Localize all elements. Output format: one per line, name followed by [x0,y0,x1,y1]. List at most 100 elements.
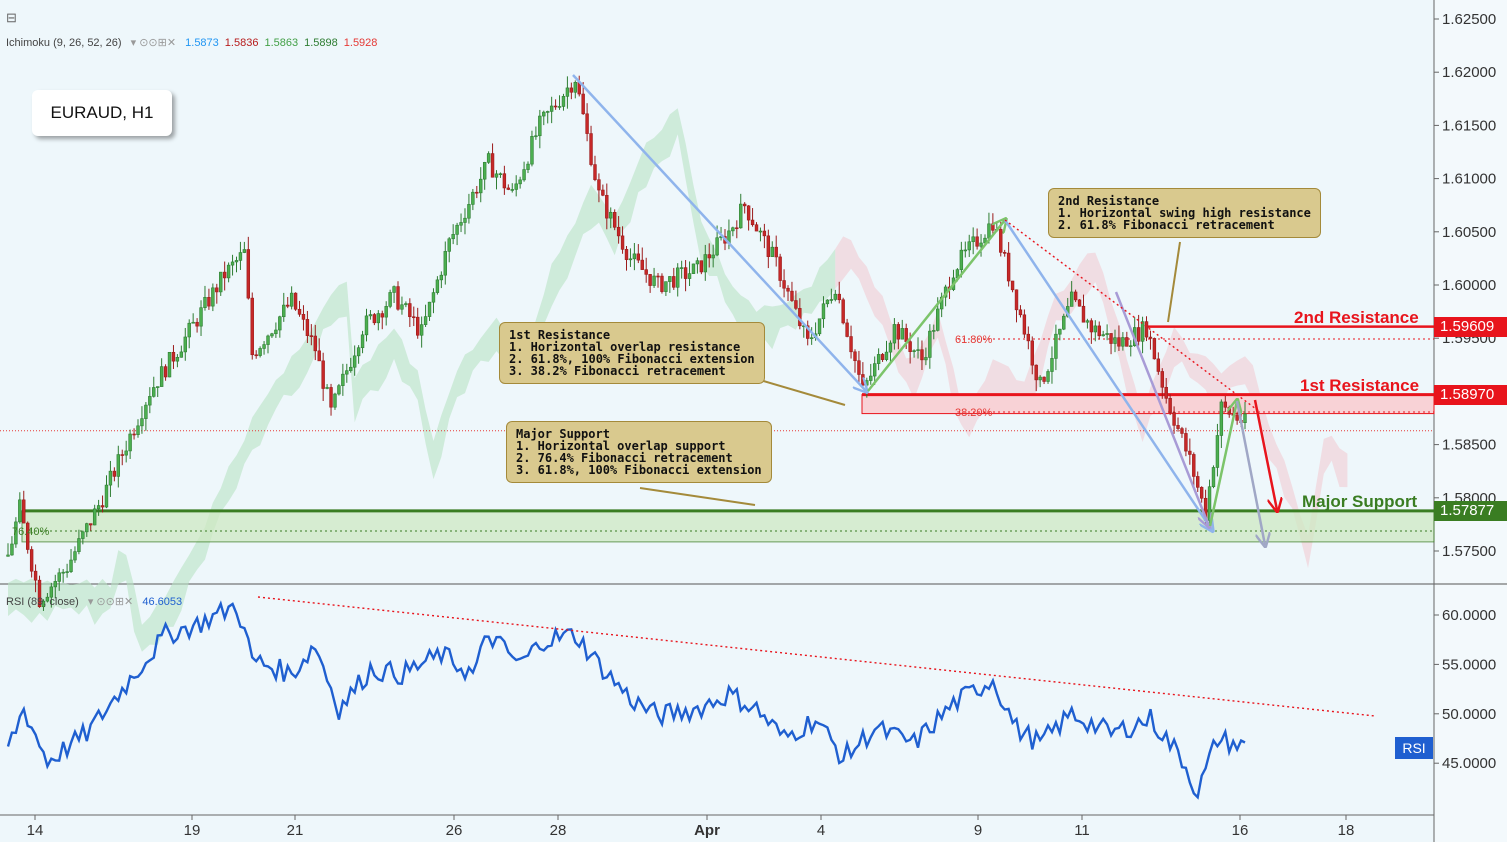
candle-body [707,254,711,259]
candle-body [408,303,412,318]
candle-body [593,164,597,180]
second-resistance-note: 2nd Resistance 1. Horizontal swing high … [1048,188,1321,238]
candle-body [538,115,542,137]
first-resistance-pointer [759,379,846,406]
candle-body [486,153,491,163]
candle-body [423,316,428,325]
candle-body [865,380,869,386]
candle-body [1050,358,1054,372]
candle-body [833,293,837,300]
candle-body [439,274,444,281]
candlestick-series[interactable] [6,75,1247,611]
support-zone [21,510,1435,543]
candle-body [195,321,199,327]
candle-body [928,330,932,358]
candle-body [467,204,471,219]
candle-body [309,335,314,337]
candle-body [152,387,156,397]
candle-body [1085,320,1090,323]
major-support-note: Major Support 1. Horizontal overlap supp… [506,421,772,483]
rsi-legend[interactable]: RSI (89, close) ▾ ⊙⊙⊞✕ 46.6053 [6,595,188,608]
candle-body [337,385,341,395]
candle-body [605,194,609,219]
candle-body [376,313,381,324]
candle-body [136,425,140,435]
candle-body [317,350,321,362]
rsi-tick-label: 50.0000 [1442,706,1496,723]
candle-body [794,300,798,309]
rsi-line[interactable] [6,596,1376,800]
candle-body [664,281,668,292]
candle-body [1160,371,1164,388]
candle-body [616,226,621,237]
candle-body [837,293,841,301]
ichimoku-legend[interactable]: Ichimoku (9, 26, 52, 26) ▾ ⊙⊙⊞✕ 1.5873 1.… [6,36,389,49]
ichimoku-value-2: 1.5863 [264,37,299,49]
candle-body [900,328,904,340]
candle-body [1034,364,1038,381]
candle-body [360,334,365,349]
rsi-trendline [257,596,1376,717]
candle-body [199,307,203,327]
candle-body [490,153,495,178]
candle-body [762,230,767,237]
rsi-tick-label: 55.0000 [1442,656,1496,673]
candle-body [896,324,901,340]
candle-body [1176,425,1180,429]
candle-body [404,303,408,306]
resistance-zone [861,394,1435,415]
candle-body [92,508,97,526]
candle-body [1227,406,1231,415]
candle-body [384,306,388,318]
candle-body [640,259,644,270]
candle-body [14,521,18,545]
ichimoku-value-1: 1.5836 [224,37,259,49]
candle-body [841,299,845,324]
candle-body [116,454,121,477]
candle-body [1109,333,1113,344]
candle-body [573,82,577,93]
candle-body [857,360,861,375]
price-tick-label: 1.57500 [1442,543,1496,560]
candle-body [979,242,983,247]
candle-body [372,314,377,324]
abcd-leg-3 [1003,219,1212,530]
candle-body [270,333,274,337]
candle-body [569,87,574,93]
candle-body [754,224,759,232]
legend-dropdown-icon[interactable]: ▾ ⊙⊙⊞✕ [130,37,177,49]
time-tick-label: 18 [1338,822,1355,839]
support-pointer [639,487,756,506]
time-tick-label: 9 [974,822,982,839]
candle-body [553,105,558,108]
candle-body [266,335,270,345]
candle-body [341,373,345,386]
fib-trend-line [1004,219,1261,413]
fib-618-label: 61.80% [955,334,993,346]
candle-body [597,179,601,191]
candle-body [171,351,176,362]
rsi-legend-icons[interactable]: ▾ ⊙⊙⊞✕ [87,596,134,608]
candle-body [427,301,432,317]
candle-body [1148,336,1153,339]
candle-body [872,363,877,377]
candle-body [183,336,187,353]
candle-body [1219,401,1224,436]
collapse-icon[interactable]: ⊟ [6,10,17,25]
candle-body [679,267,684,269]
candle-body [254,354,258,357]
candle-body [758,230,763,233]
candle-body [711,254,715,259]
candle-body [971,236,975,243]
candle-body [782,280,786,289]
candle-body [1069,291,1074,307]
candle-body [1073,291,1078,301]
price-tick-label: 1.61000 [1442,171,1496,188]
candle-body [207,297,211,307]
rsi-axis-ticks: 60.0000 55.0000 50.0000 45.0000 [1434,607,1496,772]
candle-body [368,314,373,317]
candle-body [258,348,262,356]
candle-body [821,303,826,320]
candle-body [557,106,562,108]
